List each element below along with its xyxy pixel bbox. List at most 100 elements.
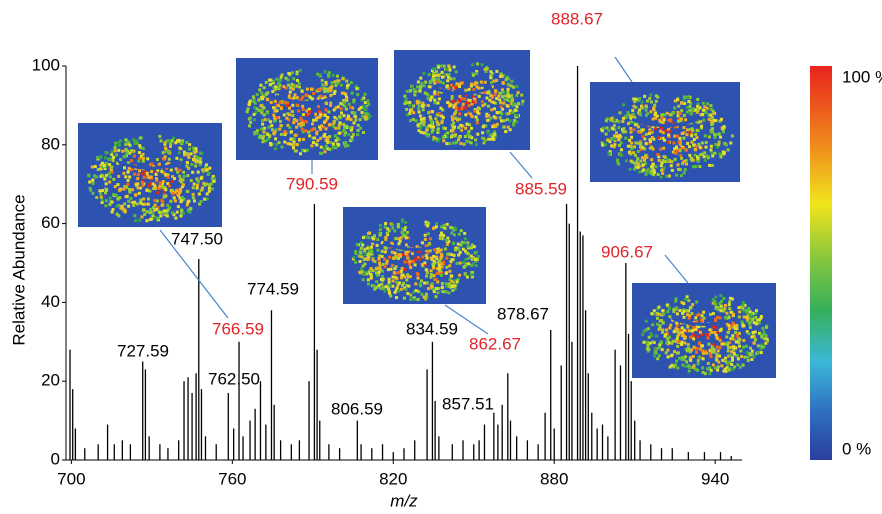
inset-pixel bbox=[430, 284, 433, 287]
inset-pixel bbox=[352, 133, 355, 136]
inset-pixel bbox=[308, 134, 311, 137]
inset-pixel bbox=[259, 135, 262, 138]
inset-pixel bbox=[162, 151, 165, 154]
inset-pixel bbox=[601, 144, 604, 147]
inset-pixel bbox=[442, 139, 445, 142]
inset-pixel bbox=[166, 176, 169, 179]
peak-label: 762.50 bbox=[208, 369, 260, 388]
inset-pixel bbox=[362, 278, 365, 281]
inset-pixel bbox=[368, 249, 371, 252]
inset-pixel bbox=[688, 370, 691, 373]
inset-pixel bbox=[702, 102, 705, 105]
inset-pixel bbox=[668, 175, 671, 178]
inset-pixel bbox=[666, 304, 669, 307]
inset-pixel bbox=[445, 290, 448, 293]
inset-pixel bbox=[301, 105, 304, 108]
inset-pixel bbox=[138, 151, 141, 154]
inset-pixel bbox=[660, 114, 663, 117]
inset-pixel bbox=[638, 109, 641, 112]
inset-pixel bbox=[384, 222, 387, 225]
inset-pixel bbox=[379, 265, 382, 268]
inset-pixel bbox=[727, 331, 730, 334]
inset-pixel bbox=[438, 138, 441, 141]
inset-pixel bbox=[491, 135, 494, 138]
inset-pixel bbox=[370, 246, 373, 249]
inset-pixel bbox=[284, 130, 287, 133]
inset-pixel bbox=[713, 331, 716, 334]
inset-pixel bbox=[684, 336, 687, 339]
inset-pixel bbox=[642, 164, 645, 167]
inset-pixel bbox=[183, 175, 186, 178]
inset-pixel bbox=[133, 173, 136, 176]
inset-pixel bbox=[435, 278, 438, 281]
inset-pixel bbox=[690, 306, 693, 309]
inset-pixel bbox=[112, 208, 115, 211]
inset-pixel bbox=[673, 107, 676, 110]
inset-pixel bbox=[735, 324, 738, 327]
inset-pixel bbox=[201, 186, 204, 189]
inset-pixel bbox=[333, 120, 336, 123]
inset-pixel bbox=[503, 98, 506, 101]
inset-pixel bbox=[451, 289, 454, 292]
inset-pixel bbox=[192, 146, 195, 149]
inset-pixel bbox=[276, 109, 279, 112]
inset-pixel bbox=[164, 188, 167, 191]
inset-pixel bbox=[680, 341, 683, 344]
inset-pixel bbox=[718, 302, 721, 305]
inset-pixel bbox=[746, 351, 749, 354]
inset-pixel bbox=[412, 260, 415, 263]
inset-pixel bbox=[726, 343, 729, 346]
inset-pixel bbox=[432, 227, 435, 230]
inset-pixel bbox=[378, 257, 381, 260]
inset-pixel bbox=[659, 327, 662, 330]
inset-pixel bbox=[137, 160, 140, 163]
inset-pixel bbox=[469, 99, 472, 102]
inset-pixel bbox=[624, 137, 627, 140]
inset-pixel bbox=[712, 112, 715, 115]
inset-pixel bbox=[348, 103, 351, 106]
inset-pixel bbox=[476, 85, 479, 88]
inset-pixel bbox=[677, 105, 680, 108]
inset-pixel bbox=[410, 109, 413, 112]
inset-pixel bbox=[270, 124, 273, 127]
inset-pixel bbox=[285, 117, 288, 120]
inset-pixel bbox=[654, 347, 657, 350]
inset-pixel bbox=[287, 84, 290, 87]
inset-pixel bbox=[153, 199, 156, 202]
inset-pixel bbox=[261, 109, 264, 112]
inset-pixel bbox=[300, 122, 303, 125]
inset-pixel bbox=[343, 114, 346, 117]
inset-pixel bbox=[280, 107, 283, 110]
inset-pixel bbox=[714, 136, 717, 139]
inset-pixel bbox=[725, 360, 728, 363]
inset-pixel bbox=[296, 96, 299, 99]
inset-pixel bbox=[100, 155, 103, 158]
inset-pixel bbox=[474, 252, 477, 255]
inset-pixel bbox=[668, 315, 671, 318]
inset-pixel bbox=[192, 186, 195, 189]
inset-pixel bbox=[164, 155, 167, 158]
inset-pixel bbox=[697, 359, 700, 362]
inset-pixel bbox=[676, 345, 679, 348]
inset-pixel bbox=[458, 95, 461, 98]
inset-pixel bbox=[297, 123, 300, 126]
inset-pixel bbox=[359, 250, 362, 253]
inset-pixel bbox=[246, 110, 249, 113]
inset-pixel bbox=[187, 154, 190, 157]
inset-pixel bbox=[190, 179, 193, 182]
inset-pixel bbox=[151, 182, 154, 185]
inset-pixel bbox=[414, 257, 417, 260]
inset-pixel bbox=[315, 143, 318, 146]
inset-pixel bbox=[419, 283, 422, 286]
inset-pixel bbox=[127, 171, 130, 174]
inset-pixel bbox=[452, 100, 455, 103]
inset-pixel bbox=[702, 357, 705, 360]
inset-pixel bbox=[405, 108, 408, 111]
inset-pixel bbox=[695, 301, 698, 304]
inset-pixel bbox=[342, 123, 345, 126]
inset-pixel bbox=[433, 90, 436, 93]
inset-pixel bbox=[188, 143, 191, 146]
inset-pixel bbox=[388, 281, 391, 284]
inset-pixel bbox=[507, 112, 510, 115]
inset-pixel bbox=[680, 102, 683, 105]
